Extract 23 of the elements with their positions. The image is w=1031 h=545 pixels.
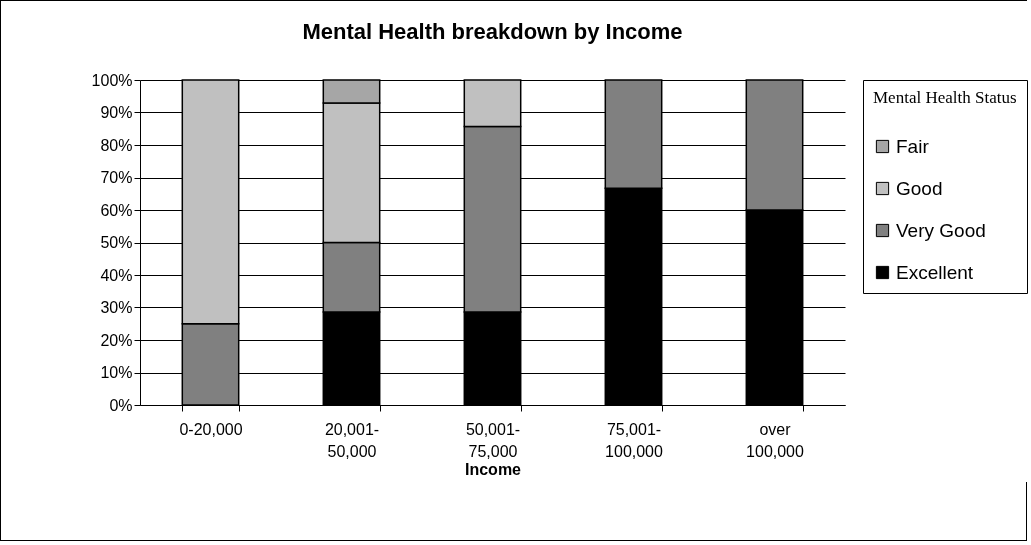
x-axis-title: Income: [464, 460, 522, 478]
y-tick-label: 20%: [100, 331, 133, 349]
x-tick-label: 0-20,000: [179, 420, 243, 438]
y-tick-label: 50%: [100, 234, 133, 251]
y-tick-label: 60%: [100, 201, 133, 219]
y-tick-label: 0%: [109, 396, 133, 414]
x-tick-label: over 100,000: [746, 420, 805, 460]
y-tick-label: 80%: [100, 136, 133, 154]
x-tick-label: 50,001-75,000: [465, 420, 521, 460]
legend-label: Good: [896, 177, 943, 199]
y-tick-label: 40%: [100, 266, 133, 284]
x-tick-label: 75,001-100,000: [605, 420, 664, 460]
legend-label: Very Good: [896, 219, 986, 241]
y-tick-label: 10%: [100, 364, 133, 381]
legend-label: Excellent: [896, 261, 974, 283]
x-tick-label: 20,001-50,000: [324, 420, 380, 460]
y-tick-label: 30%: [100, 299, 133, 316]
chart-title: Mental Health breakdown by Income: [302, 19, 683, 44]
y-tick-label: 70%: [100, 169, 133, 186]
legend-title: Mental Health Status: [873, 88, 1017, 107]
legend-label: Fair: [896, 135, 930, 157]
y-tick-label: 90%: [100, 104, 133, 121]
y-tick-label: 100%: [91, 71, 133, 89]
